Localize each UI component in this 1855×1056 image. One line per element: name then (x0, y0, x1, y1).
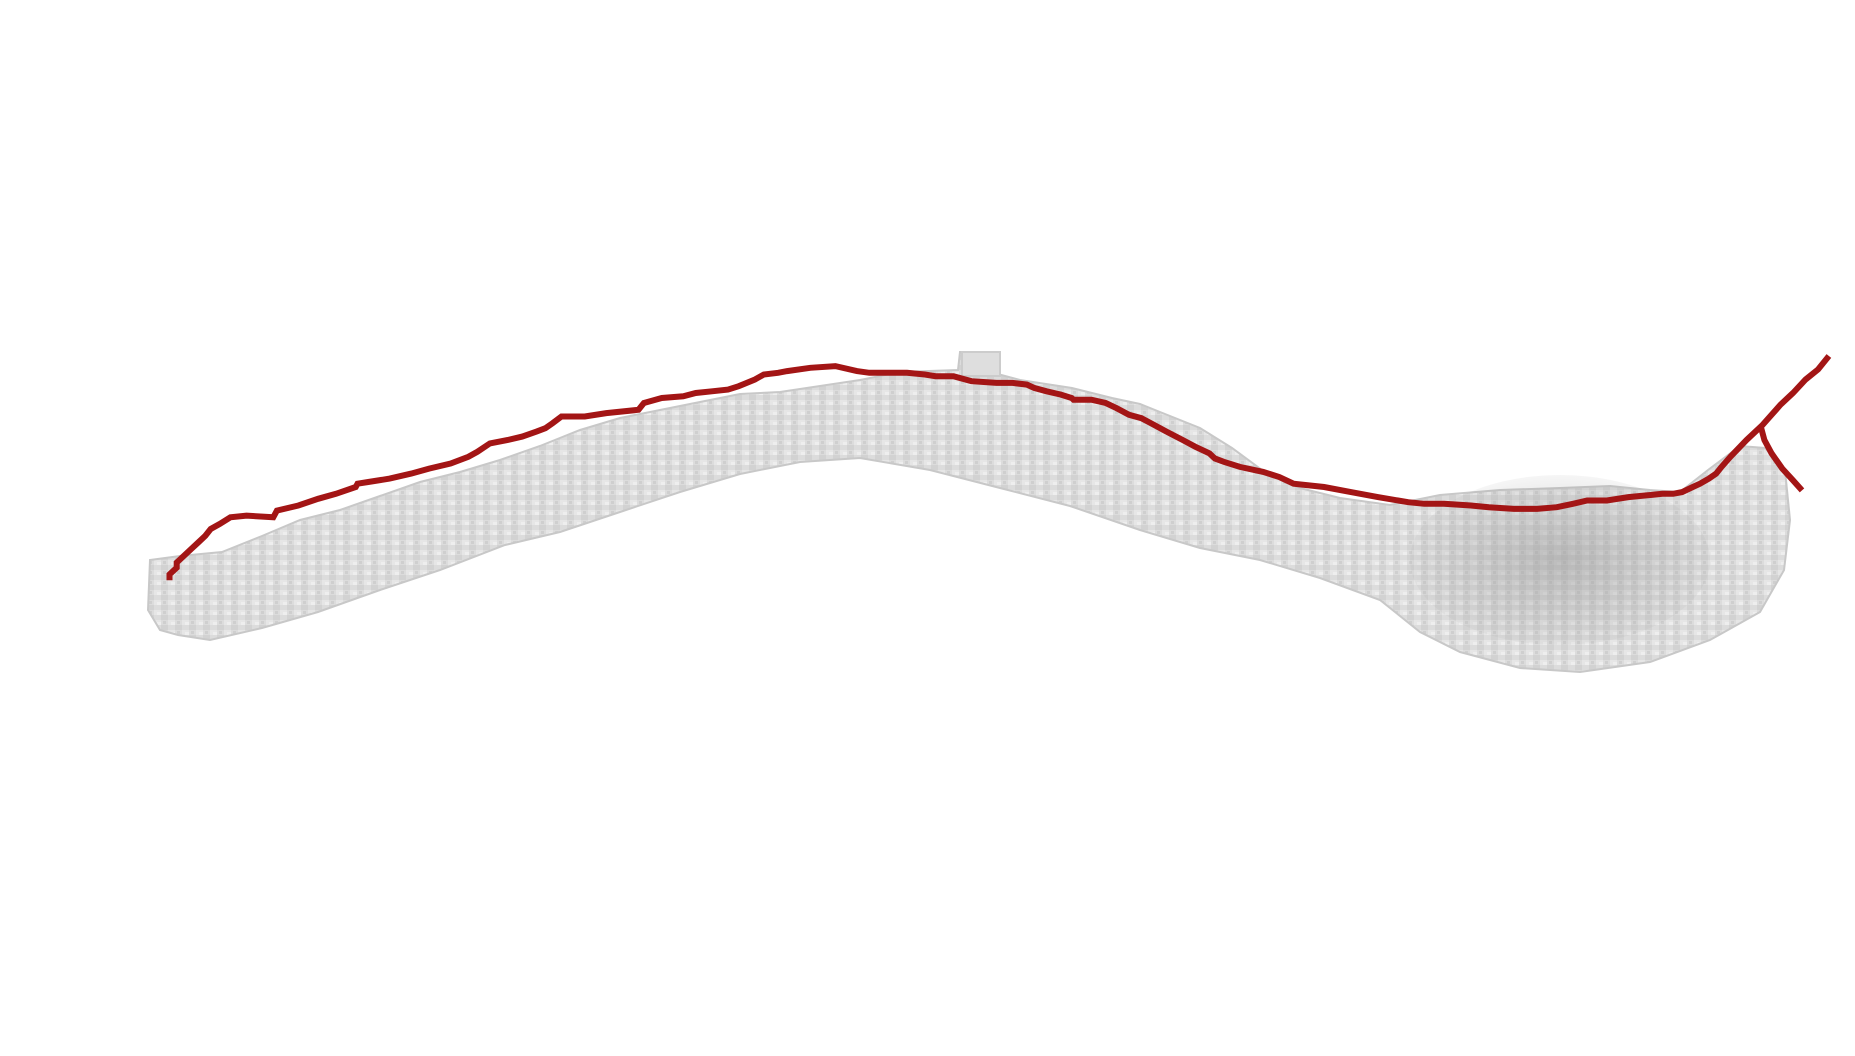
mesh-shading (1410, 475, 1710, 645)
skeleton-centerline (166, 354, 1832, 581)
mesh-nub (961, 351, 1001, 377)
skeleton-branch (1757, 425, 1805, 493)
